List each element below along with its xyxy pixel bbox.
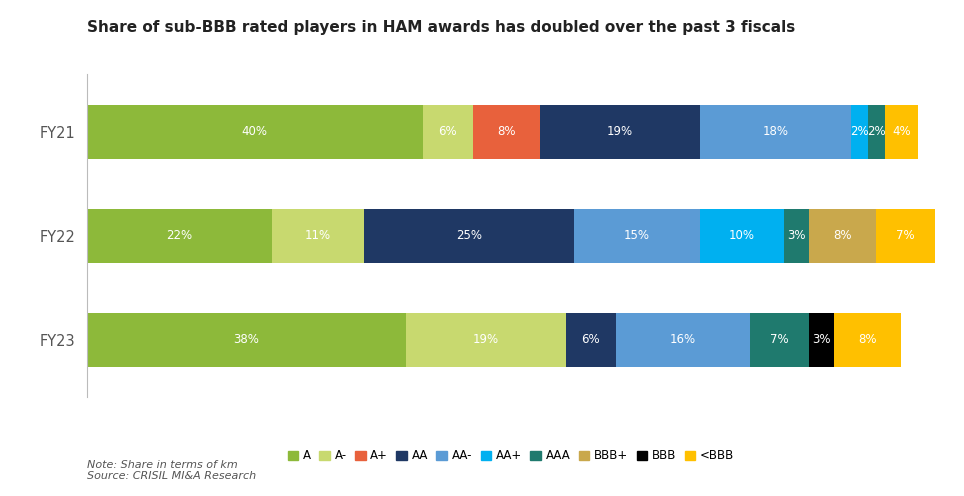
Text: 10%: 10% [729, 229, 755, 242]
Text: 25%: 25% [456, 229, 482, 242]
Bar [574, 208, 700, 263]
Bar [809, 312, 834, 367]
Bar [750, 312, 809, 367]
Text: 16%: 16% [670, 333, 696, 346]
Text: 7%: 7% [897, 229, 915, 242]
Bar [784, 208, 809, 263]
Text: 38%: 38% [233, 333, 259, 346]
Text: 8%: 8% [497, 125, 516, 138]
Legend: A, A-, A+, AA, AA-, AA+, AAA, BBB+, BBB, <BBB: A, A-, A+, AA, AA-, AA+, AAA, BBB+, BBB,… [282, 444, 739, 467]
Text: 11%: 11% [305, 229, 331, 242]
Bar [406, 312, 566, 367]
Bar [885, 105, 919, 159]
Bar [616, 312, 750, 367]
Bar [851, 105, 868, 159]
Text: 6%: 6% [581, 333, 600, 346]
Bar [87, 312, 406, 367]
Bar [868, 105, 885, 159]
Text: 3%: 3% [788, 229, 806, 242]
Bar [473, 105, 540, 159]
Bar [87, 208, 272, 263]
Text: 2%: 2% [850, 125, 869, 138]
Text: 40%: 40% [242, 125, 268, 138]
Bar [700, 105, 851, 159]
Bar [834, 312, 901, 367]
Bar [566, 312, 616, 367]
Text: 15%: 15% [624, 229, 650, 242]
Bar [364, 208, 574, 263]
Text: 4%: 4% [892, 125, 911, 138]
Text: Note: Share in terms of km
Source: CRISIL MI&A Research: Note: Share in terms of km Source: CRISI… [87, 459, 255, 481]
Bar [423, 105, 473, 159]
Bar [809, 208, 876, 263]
Bar [540, 105, 700, 159]
Bar [876, 208, 935, 263]
Text: 2%: 2% [867, 125, 886, 138]
Text: 22%: 22% [166, 229, 192, 242]
Bar [700, 208, 784, 263]
Text: 19%: 19% [472, 333, 498, 346]
Text: 7%: 7% [770, 333, 789, 346]
Text: 8%: 8% [859, 333, 877, 346]
Text: Share of sub-BBB rated players in HAM awards has doubled over the past 3 fiscals: Share of sub-BBB rated players in HAM aw… [87, 20, 795, 35]
Text: 18%: 18% [763, 125, 789, 138]
Text: 3%: 3% [813, 333, 831, 346]
Text: 8%: 8% [834, 229, 852, 242]
Bar [272, 208, 364, 263]
Bar [87, 105, 423, 159]
Text: 6%: 6% [439, 125, 457, 138]
Text: 19%: 19% [607, 125, 633, 138]
